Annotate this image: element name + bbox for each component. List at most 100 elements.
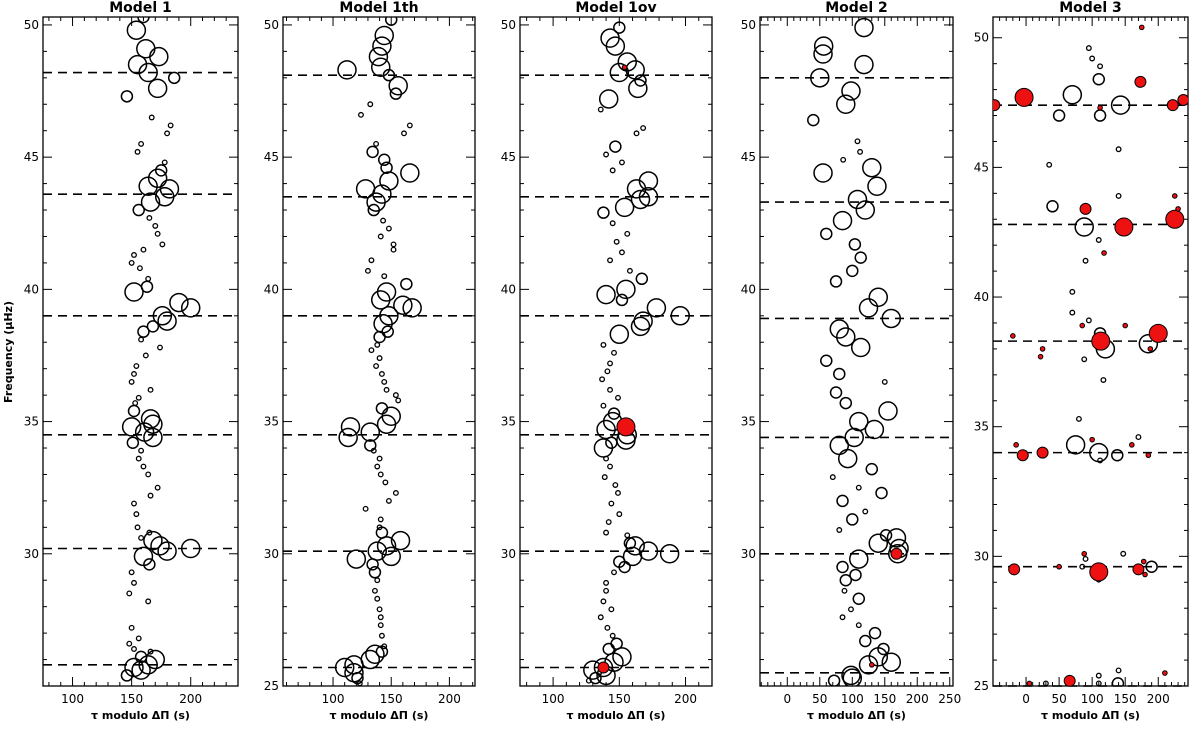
open-circle-marker (378, 371, 385, 377)
filled-circle-marker (1014, 87, 1034, 107)
open-circle-marker (888, 544, 908, 564)
open-circle-marker (143, 427, 163, 448)
open-circle-marker (120, 90, 134, 103)
open-circle-marker (846, 264, 859, 278)
open-circle-marker (374, 595, 381, 602)
open-circle-marker (832, 210, 853, 231)
open-circle-marker (147, 78, 168, 99)
open-circle-marker (615, 293, 629, 307)
open-circle-marker (1069, 288, 1076, 295)
y-tick-label: 45 (264, 150, 279, 164)
open-circle-marker (140, 246, 147, 253)
open-circle-marker (881, 378, 888, 385)
open-circle-marker (373, 330, 386, 344)
open-circle-marker (1095, 237, 1102, 243)
markers (334, 17, 422, 686)
y-tick-label: 40 (24, 282, 39, 296)
axes-frame (992, 16, 1189, 687)
open-circle-marker (841, 665, 861, 686)
open-circle-marker (839, 573, 853, 587)
y-tick-label: 45 (24, 150, 39, 164)
open-circle-marker (406, 122, 413, 129)
open-circle-marker (1115, 667, 1122, 674)
panel-1: Model 1 30 35 40 45 50 100 150 200 τ modulo ΔΠ (s… (24, 0, 239, 722)
open-circle-marker (868, 647, 889, 667)
open-circle-marker (358, 111, 364, 118)
open-circle-marker (135, 394, 142, 401)
filled-circle-marker (1036, 446, 1049, 459)
open-circle-marker (337, 60, 357, 80)
open-circle-marker (137, 325, 150, 338)
open-circle-marker (603, 579, 610, 586)
y-tick-label: 50 (741, 18, 756, 32)
y-tick-label: 35 (741, 415, 756, 429)
open-circle-marker (400, 163, 420, 183)
filled-circle-marker (1079, 322, 1086, 329)
open-circle-marker (145, 649, 166, 670)
open-circle-marker (150, 536, 170, 556)
y-tick-label: 40 (264, 282, 279, 296)
x-axis-label: τ modulo ΔΠ (s) (567, 709, 666, 722)
open-circle-marker (858, 655, 879, 675)
open-circle-marker (827, 674, 841, 686)
open-circle-marker (600, 341, 607, 348)
open-circle-marker (371, 587, 378, 594)
open-circle-marker (167, 71, 181, 85)
filled-circle-marker (1039, 346, 1046, 352)
open-circle-marker (131, 252, 137, 258)
open-circle-marker (366, 145, 379, 159)
open-circle-marker (855, 484, 862, 491)
open-circle-marker (1111, 677, 1125, 686)
open-circle-marker (1082, 555, 1089, 562)
x-tick-label: 150 (380, 692, 403, 706)
open-circle-marker (367, 101, 374, 108)
open-circle-marker (868, 287, 889, 308)
filled-circle-marker (1147, 346, 1154, 352)
open-circle-marker (138, 336, 145, 343)
open-circle-marker (607, 257, 613, 264)
open-circle-marker (1095, 680, 1102, 686)
open-circle-marker (848, 238, 862, 251)
open-circle-marker (877, 642, 890, 656)
open-circle-marker (140, 463, 147, 470)
open-circle-marker (135, 635, 142, 642)
open-circle-marker (878, 401, 898, 421)
open-circle-marker (131, 579, 137, 586)
open-circle-marker (355, 179, 376, 199)
x-tick-label: 50 (1051, 692, 1066, 706)
open-circle-marker (625, 60, 645, 80)
open-circle-marker (390, 246, 397, 253)
open-circle-marker (147, 492, 154, 499)
open-circle-marker (385, 497, 392, 504)
open-circle-marker (603, 529, 610, 536)
open-circle-marker (346, 549, 367, 569)
x-tick-label: 100 (61, 692, 84, 706)
open-circle-marker (143, 558, 156, 571)
y-tick-label: 35 (974, 420, 989, 434)
x-tick-label: 150 (873, 692, 896, 706)
open-circle-marker (841, 81, 861, 101)
y-tick-label: 50 (501, 18, 516, 32)
open-circle-marker (585, 677, 592, 684)
open-circle-marker (383, 386, 390, 393)
open-circle-marker (379, 171, 399, 191)
filled-circle-marker (1101, 250, 1107, 256)
open-circle-marker (138, 176, 158, 196)
open-circle-marker (613, 21, 626, 34)
y-tick-label: 40 (501, 282, 516, 296)
x-tick-label: 200 (674, 692, 697, 706)
open-circle-marker (127, 54, 148, 75)
filled-circle-marker (1079, 202, 1092, 215)
open-circle-marker (608, 606, 615, 613)
open-circle-marker (810, 68, 830, 88)
open-circle-marker (380, 161, 393, 174)
open-circle-marker (128, 569, 135, 576)
open-circle-marker (875, 486, 888, 500)
open-circle-marker (146, 320, 160, 333)
open-circle-marker (126, 640, 133, 647)
open-circle-marker (143, 530, 163, 551)
open-circle-marker (381, 273, 388, 280)
x-tick-label: 50 (812, 692, 827, 706)
open-circle-marker (1069, 309, 1076, 316)
